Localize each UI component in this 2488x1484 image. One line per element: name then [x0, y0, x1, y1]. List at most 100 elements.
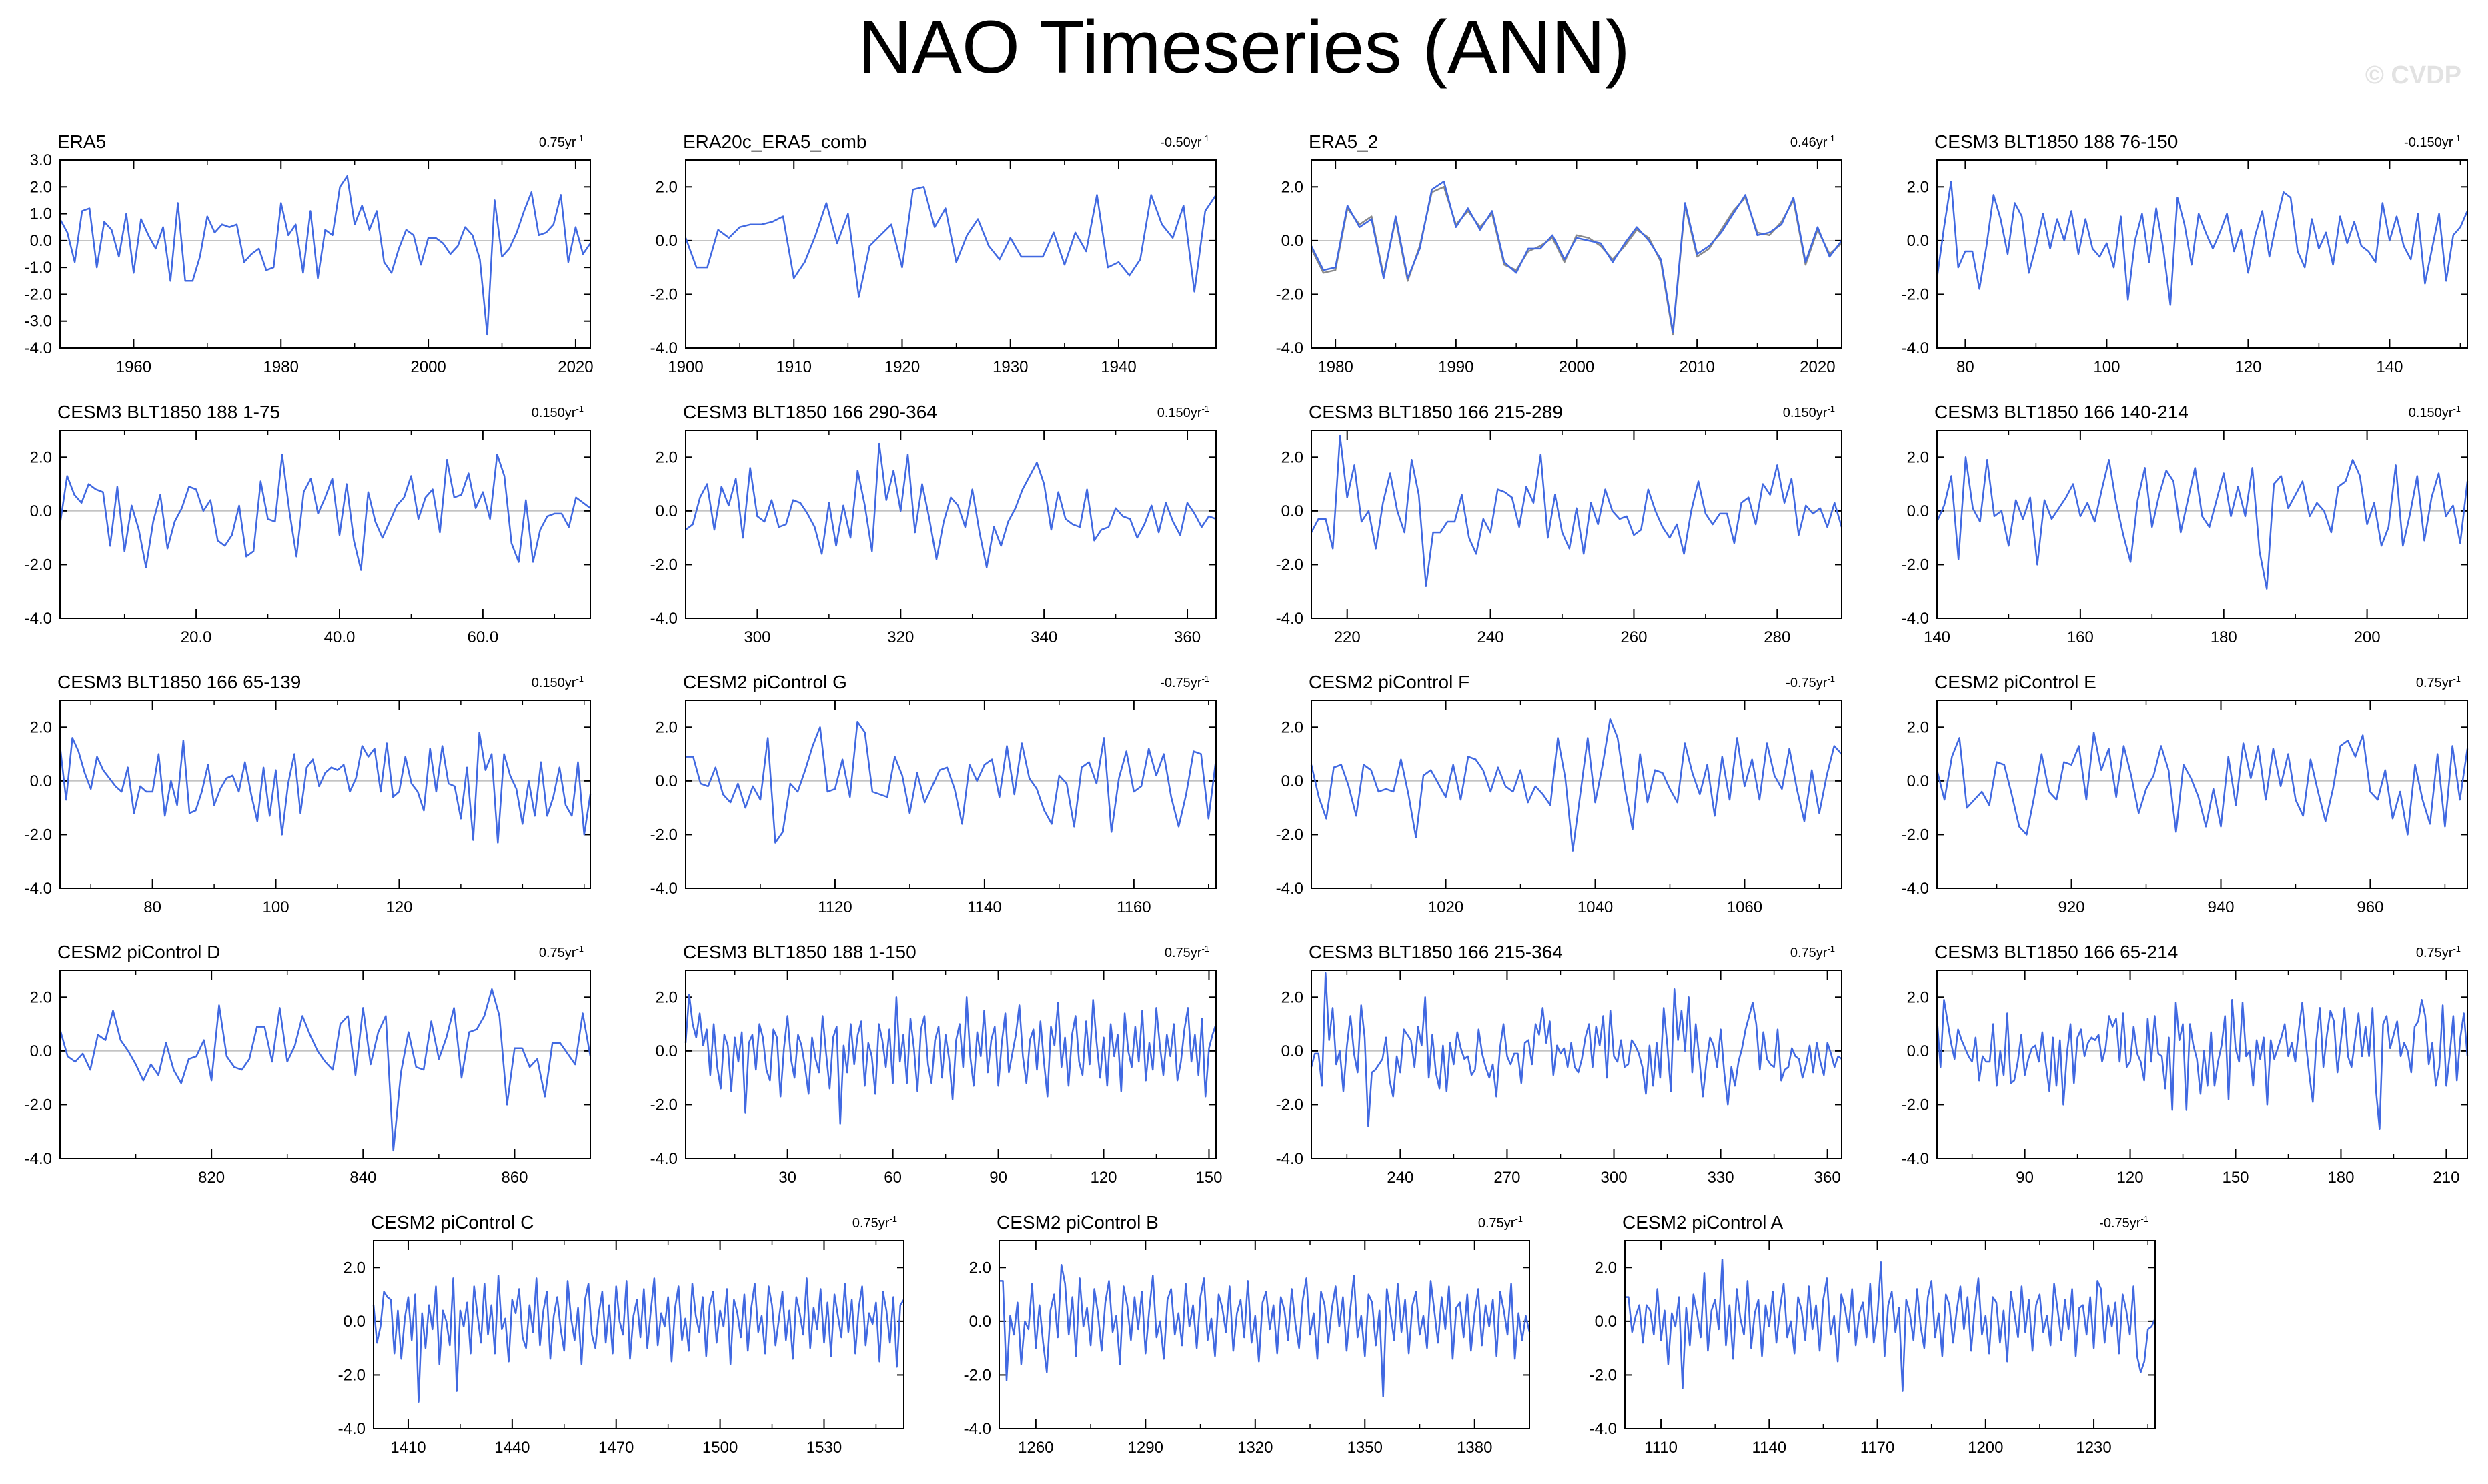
trend-label: 0.150yr-1: [2409, 404, 2461, 420]
x-tick-label: 1170: [1860, 1439, 1895, 1457]
trend-label: 0.150yr-1: [1783, 404, 1835, 420]
x-tick-label: 1160: [1117, 898, 1151, 916]
panel-15: CESM3 BLT1850 166 65-214 0.75yr-1 2.0 0.0 -2…: [1902, 942, 2469, 1187]
y-tick-label: -2.0: [650, 1096, 678, 1114]
y-tick-label: -2.0: [1276, 826, 1303, 844]
y-tick-label: -1.0: [25, 259, 52, 277]
x-tick-label: 920: [2058, 898, 2085, 916]
plot-frame: [685, 700, 1217, 889]
panel-17: CESM2 piControl B 0.75yr-1 2.0 0.0 -2.0 -4.0 1…: [964, 1212, 1531, 1457]
x-tick-label: 1500: [702, 1439, 738, 1457]
y-tick-label: 2.0: [30, 988, 52, 1006]
plot-frame: [685, 159, 1217, 349]
x-tick-label: 2010: [1679, 358, 1714, 376]
y-tick-label: -2.0: [1276, 1096, 1303, 1114]
x-tick-label: 1260: [1018, 1439, 1053, 1457]
panel-title: CESM2 piControl D: [57, 942, 220, 962]
trend-label: 0.75yr-1: [539, 133, 584, 150]
x-tick-label: 1910: [776, 358, 812, 376]
x-tick-label: 40.0: [324, 628, 356, 646]
panel-title: ERA5: [57, 131, 106, 152]
panel-title: CESM2 piControl F: [1309, 672, 1469, 692]
series-line: [684, 994, 1217, 1125]
y-tick-label: -4.0: [25, 339, 52, 357]
x-tick-label: 90: [989, 1169, 1007, 1187]
panel-13: CESM3 BLT1850 188 1-150 0.75yr-1 2.0 0.0 -2.…: [650, 942, 1223, 1187]
x-tick-label: 100: [2093, 358, 2120, 376]
x-tick-label: 20.0: [181, 628, 212, 646]
y-tick-label: 0.0: [1907, 1042, 1929, 1060]
y-tick-label: 2.0: [344, 1259, 366, 1277]
panel-18: CESM2 piControl A -0.75yr-1 2.0 0.0 -2.0 -4.0…: [1590, 1212, 2156, 1457]
series-line: [684, 186, 1217, 298]
y-tick-label: 2.0: [1907, 988, 1929, 1006]
x-tick-label: 80: [143, 898, 161, 916]
y-tick-label: -2.0: [650, 826, 678, 844]
y-tick-label: -4.0: [964, 1420, 991, 1438]
series-line: [1310, 434, 1843, 587]
x-tick-label: 1140: [1752, 1439, 1787, 1457]
x-tick-label: 1990: [1438, 358, 1473, 376]
x-tick-label: 1980: [263, 358, 299, 376]
series-line: [1625, 1258, 2156, 1392]
x-tick-label: 1380: [1457, 1439, 1492, 1457]
plot-frame: [373, 1240, 904, 1429]
y-tick-label: -4.0: [1902, 880, 1929, 898]
x-tick-label: 90: [2016, 1169, 2034, 1187]
x-tick-label: 240: [1477, 628, 1504, 646]
panel-title: CESM3 BLT1850 188 76-150: [1934, 131, 2178, 152]
trend-label: 0.75yr-1: [1790, 944, 1835, 960]
x-tick-label: 1020: [1428, 898, 1463, 916]
y-tick-label: 2.0: [656, 448, 678, 466]
y-tick-label: 0.0: [30, 232, 52, 250]
x-tick-label: 140: [2376, 358, 2403, 376]
x-tick-label: 150: [2222, 1169, 2249, 1187]
y-tick-label: -2.0: [1902, 1096, 1929, 1114]
y-tick-label: 0.0: [1595, 1313, 1617, 1331]
x-tick-label: 160: [2067, 628, 2094, 646]
y-tick-label: -2.0: [25, 556, 52, 574]
series-line-secondary: [1310, 186, 1842, 336]
y-tick-label: -4.0: [1276, 339, 1303, 357]
series-line: [59, 732, 592, 844]
y-tick-label: -2.0: [25, 1096, 52, 1114]
y-tick-label: -2.0: [1276, 285, 1303, 303]
x-tick-label: 840: [350, 1169, 376, 1187]
y-tick-label: 0.0: [30, 1042, 52, 1060]
x-tick-label: 280: [1764, 628, 1790, 646]
y-tick-label: -4.0: [1902, 610, 1929, 628]
x-tick-label: 150: [1195, 1169, 1222, 1187]
x-tick-label: 1470: [598, 1439, 634, 1457]
y-tick-label: -4.0: [25, 610, 52, 628]
y-tick-label: 2.0: [656, 178, 678, 196]
x-tick-label: 1530: [806, 1439, 842, 1457]
series-line: [59, 454, 591, 571]
y-tick-label: 2.0: [1907, 448, 1929, 466]
x-tick-label: 340: [1031, 628, 1057, 646]
x-tick-label: 1960: [116, 358, 151, 376]
y-tick-label: 2.0: [1907, 178, 1929, 196]
x-tick-label: 1900: [668, 358, 703, 376]
y-tick-label: -2.0: [1902, 826, 1929, 844]
panel-0: ERA5 0.75yr-1 3.0 2.0 1.0 0.0 -1.0 -2.0 -3.0 -4.0…: [25, 131, 594, 376]
series-line: [999, 1264, 1531, 1397]
plot-frame: [59, 970, 591, 1159]
plot-frame: [59, 700, 591, 889]
panel-title: CESM2 piControl B: [997, 1212, 1159, 1233]
y-tick-label: 2.0: [30, 718, 52, 736]
y-tick-label: 0.0: [1281, 232, 1303, 250]
x-tick-label: 300: [744, 628, 770, 646]
x-tick-label: 80: [1956, 358, 1974, 376]
x-tick-label: 120: [1090, 1169, 1117, 1187]
y-tick-label: -4.0: [1590, 1420, 1617, 1438]
x-tick-label: 1290: [1128, 1439, 1163, 1457]
y-tick-label: -3.0: [25, 313, 52, 331]
panel-8: CESM3 BLT1850 166 65-139 0.150yr-1 2.0 0.0 -…: [25, 672, 592, 916]
y-tick-label: 0.0: [656, 232, 678, 250]
y-tick-label: -2.0: [1590, 1366, 1617, 1384]
x-tick-label: 2020: [1800, 358, 1835, 376]
plot-frame: [685, 970, 1217, 1159]
panel-7: CESM3 BLT1850 166 140-214 0.150yr-1 2.0 0.0…: [1902, 402, 2469, 646]
x-tick-label: 860: [501, 1169, 528, 1187]
plot-frame: [59, 430, 591, 619]
